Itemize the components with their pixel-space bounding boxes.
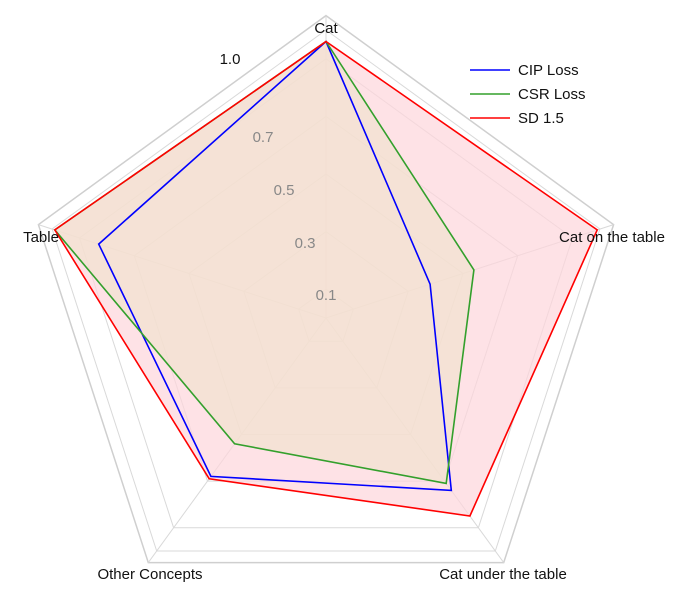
- series-line-sd-1-5: [53, 40, 599, 517]
- legend-label-sd-1-5: SD 1.5: [518, 110, 564, 127]
- radial-tick-labels: 0.1 0.3 0.5 0.7 1.0: [220, 51, 337, 304]
- axis-label-table: Table: [23, 229, 59, 246]
- series-fills: [54, 41, 598, 516]
- radar-grid-ring: [51, 29, 601, 552]
- axis-label-cat-under-the-table: Cat under the table: [439, 566, 567, 583]
- series-fill-csr-loss: [54, 41, 474, 484]
- tick-label-1-0: 1.0: [220, 51, 241, 68]
- tick-label-0-7: 0.7: [253, 129, 274, 146]
- axis-labels: Cat Cat on the table Cat under the table…: [23, 20, 665, 583]
- axis-label-other-concepts: Other Concepts: [97, 566, 202, 583]
- legend: CIP Loss CSR Loss SD 1.5: [470, 62, 586, 127]
- legend-label-csr-loss: CSR Loss: [518, 86, 586, 103]
- radar-outer-frame: [37, 14, 615, 564]
- legend-label-cip-loss: CIP Loss: [518, 62, 579, 79]
- tick-label-0-5: 0.5: [274, 182, 295, 199]
- series-lines: [53, 40, 599, 517]
- axis-label-cat: Cat: [314, 20, 338, 37]
- tick-label-0-3: 0.3: [295, 235, 316, 252]
- axis-label-cat-on-the-table: Cat on the table: [559, 229, 665, 246]
- series-line-cip-loss: [97, 40, 453, 492]
- tick-label-0-1: 0.1: [316, 287, 337, 304]
